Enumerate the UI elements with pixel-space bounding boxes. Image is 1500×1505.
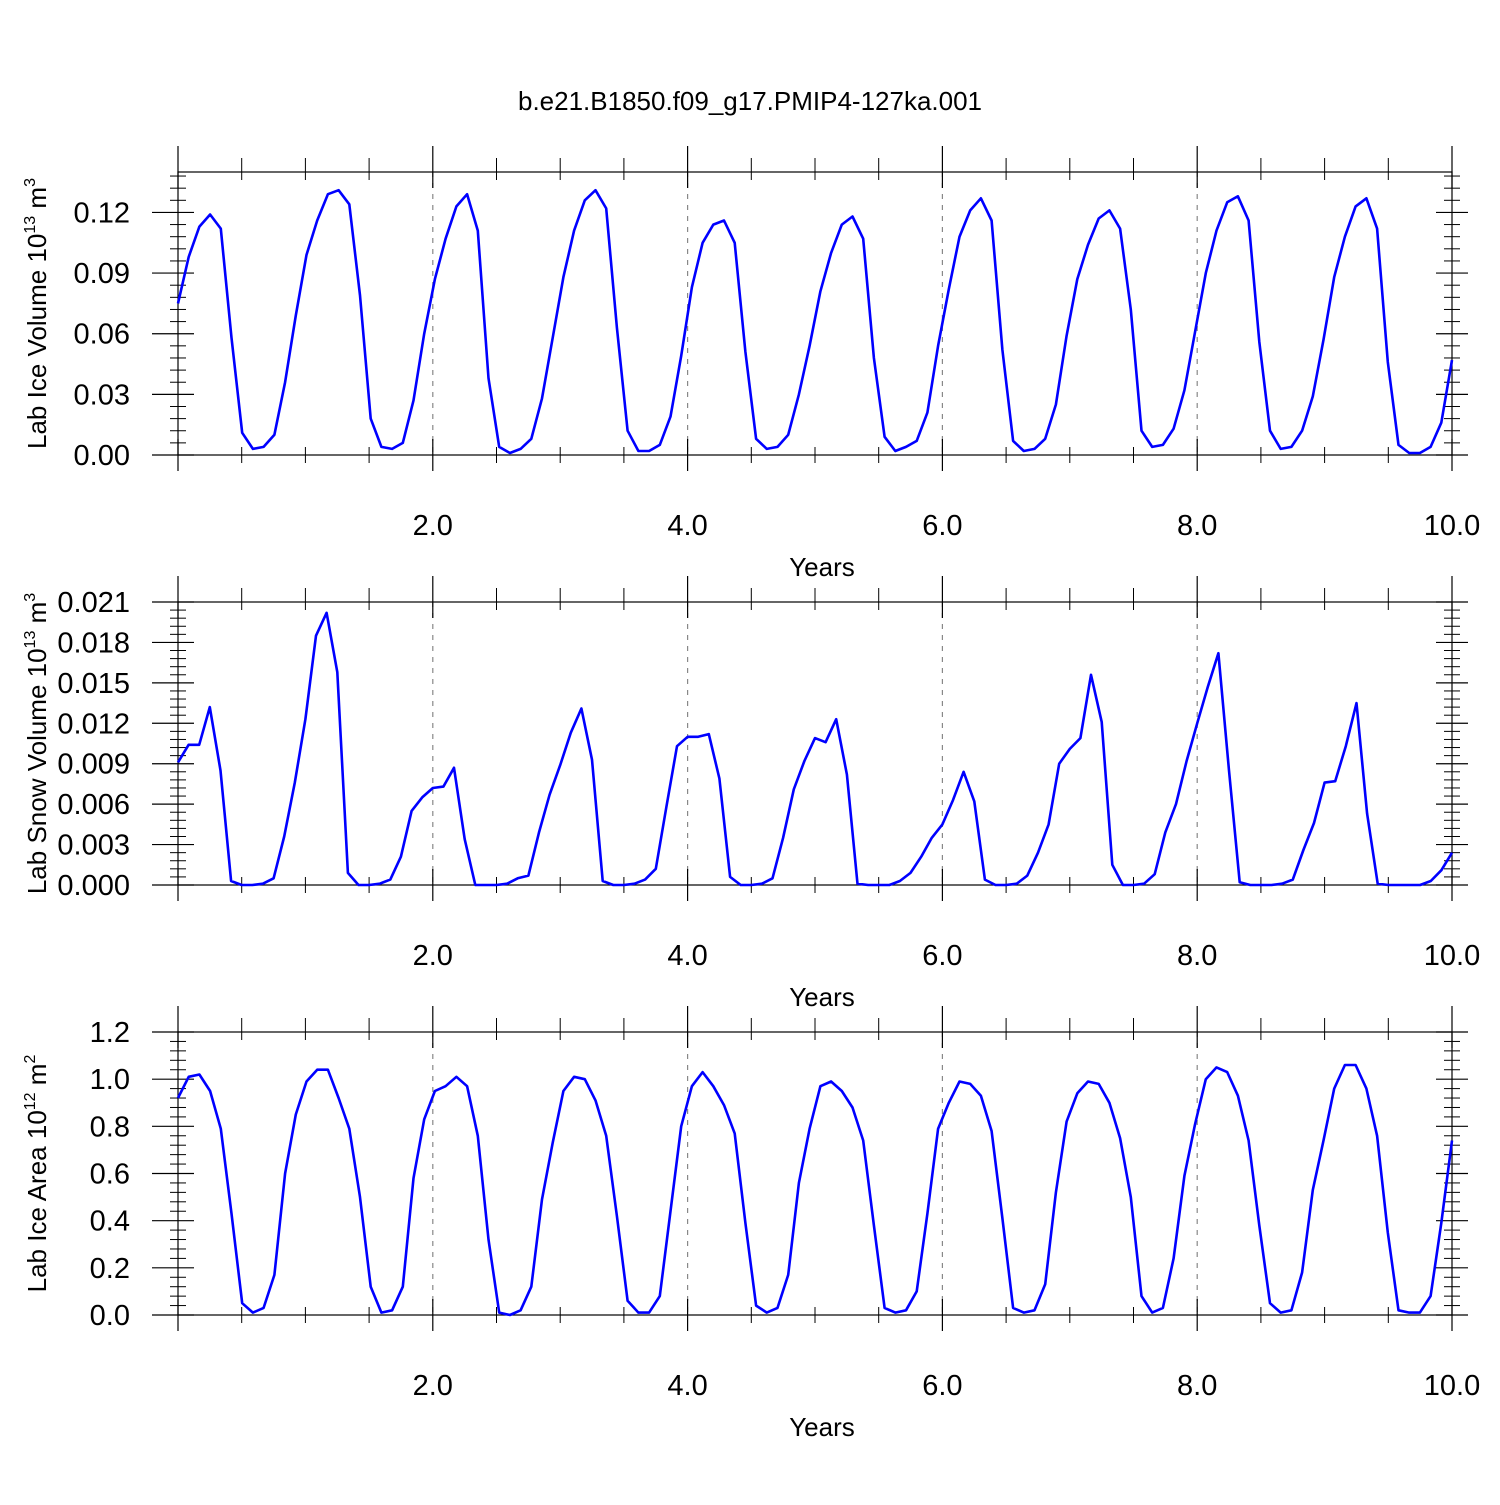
y-axis-label-part: Lab Ice Volume 10 [22, 234, 52, 449]
x-axis-label: Years [789, 1412, 855, 1442]
y-tick-label: 0.003 [57, 830, 130, 862]
x-tick-label: 6.0 [922, 940, 962, 972]
y-tick-label: 0.00 [74, 440, 130, 472]
y-axis-label-part: 3 [22, 593, 39, 602]
x-axis-label: Years [789, 552, 855, 582]
panel-3: 2.0 4.0 6.0 8.0 10.0 0.0 0.2 0.4 0.6 0.8 1.0 1.2 Yea… [22, 1006, 1480, 1442]
x-tick-label: 10.0 [1424, 1370, 1480, 1402]
x-tick-label: 8.0 [1177, 1370, 1217, 1402]
y-tick-label: 0.4 [90, 1206, 130, 1238]
series-line [176, 188, 1454, 455]
series-line [176, 1063, 1454, 1317]
x-tick-label: 10.0 [1424, 940, 1480, 972]
x-tick-label: 2.0 [413, 940, 453, 972]
x-tick-label: 2.0 [413, 510, 453, 542]
y-tick-label: 1.0 [90, 1064, 130, 1096]
y-tick-label: 1.2 [90, 1017, 130, 1049]
y-axis-label: Lab Ice Area 1012 m2 [22, 1055, 52, 1293]
panel-2: 2.0 4.0 6.0 8.0 10.0 0.000 0.003 0.006 0.009 0.01… [22, 576, 1480, 1012]
y-axis-label-part: m [22, 187, 52, 216]
plot-frame [177, 601, 1453, 886]
y-tick-label: 0.009 [57, 749, 130, 781]
y-tick-label: 0.018 [57, 627, 130, 659]
y-axis-label: Lab Ice Volume 1013 m3 [22, 178, 52, 449]
y-tick-label: 0.12 [74, 197, 130, 229]
y-tick-label: 0.2 [90, 1253, 130, 1285]
y-axis-label-part: m [22, 1064, 52, 1093]
y-tick-label: 0.012 [57, 708, 130, 740]
panels: 2.0 4.0 6.0 8.0 10.00.000.030.060.090.12Year… [22, 146, 1480, 1442]
y-tick-label: 0.006 [57, 789, 130, 821]
y-tick-label: 0.021 [57, 587, 130, 619]
x-tick-label: 2.0 [413, 1370, 453, 1402]
y-tick-label: 0.09 [74, 258, 130, 290]
x-tick-label: 6.0 [922, 1370, 962, 1402]
x-tick-label: 4.0 [667, 510, 707, 542]
figure-title: b.e21.B1850.f09_g17.PMIP4-127ka.001 [518, 86, 982, 116]
y-tick-label: 0.015 [57, 668, 130, 700]
x-tick-label: 6.0 [922, 510, 962, 542]
y-tick-label: 0.03 [74, 379, 130, 411]
series-line [176, 611, 1454, 887]
panel-1: 2.0 4.0 6.0 8.0 10.0 0.00 0.03 0.06 0.09 0.12 Year… [22, 146, 1480, 582]
y-axis-label-part: Lab Snow Volume 10 [22, 648, 52, 894]
y-tick-label: 0.8 [90, 1111, 130, 1143]
x-tick-label: 8.0 [1177, 510, 1217, 542]
y-tick-label: 0.000 [57, 870, 130, 902]
y-axis-label-part: 13 [22, 631, 39, 649]
x-tick-label: 10.0 [1424, 510, 1480, 542]
x-tick-label: 4.0 [667, 940, 707, 972]
y-tick-label: 0.6 [90, 1159, 130, 1191]
x-tick-label: 4.0 [667, 1370, 707, 1402]
y-axis-label-part: 12 [22, 1092, 39, 1110]
y-tick-label: 0.0 [90, 1300, 130, 1332]
y-axis-label-part: 13 [22, 216, 39, 234]
x-tick-label: 8.0 [1177, 940, 1217, 972]
y-axis-label-part: Lab Ice Area 10 [22, 1110, 52, 1292]
y-axis-label-part: 2 [22, 1055, 39, 1064]
y-axis-label-part: 3 [22, 178, 39, 187]
y-tick-label: 0.06 [74, 319, 130, 351]
x-axis-label: Years [789, 982, 855, 1012]
y-axis-label: Lab Snow Volume 1013 m3 [22, 593, 52, 894]
y-axis-label-part: m [22, 602, 52, 631]
